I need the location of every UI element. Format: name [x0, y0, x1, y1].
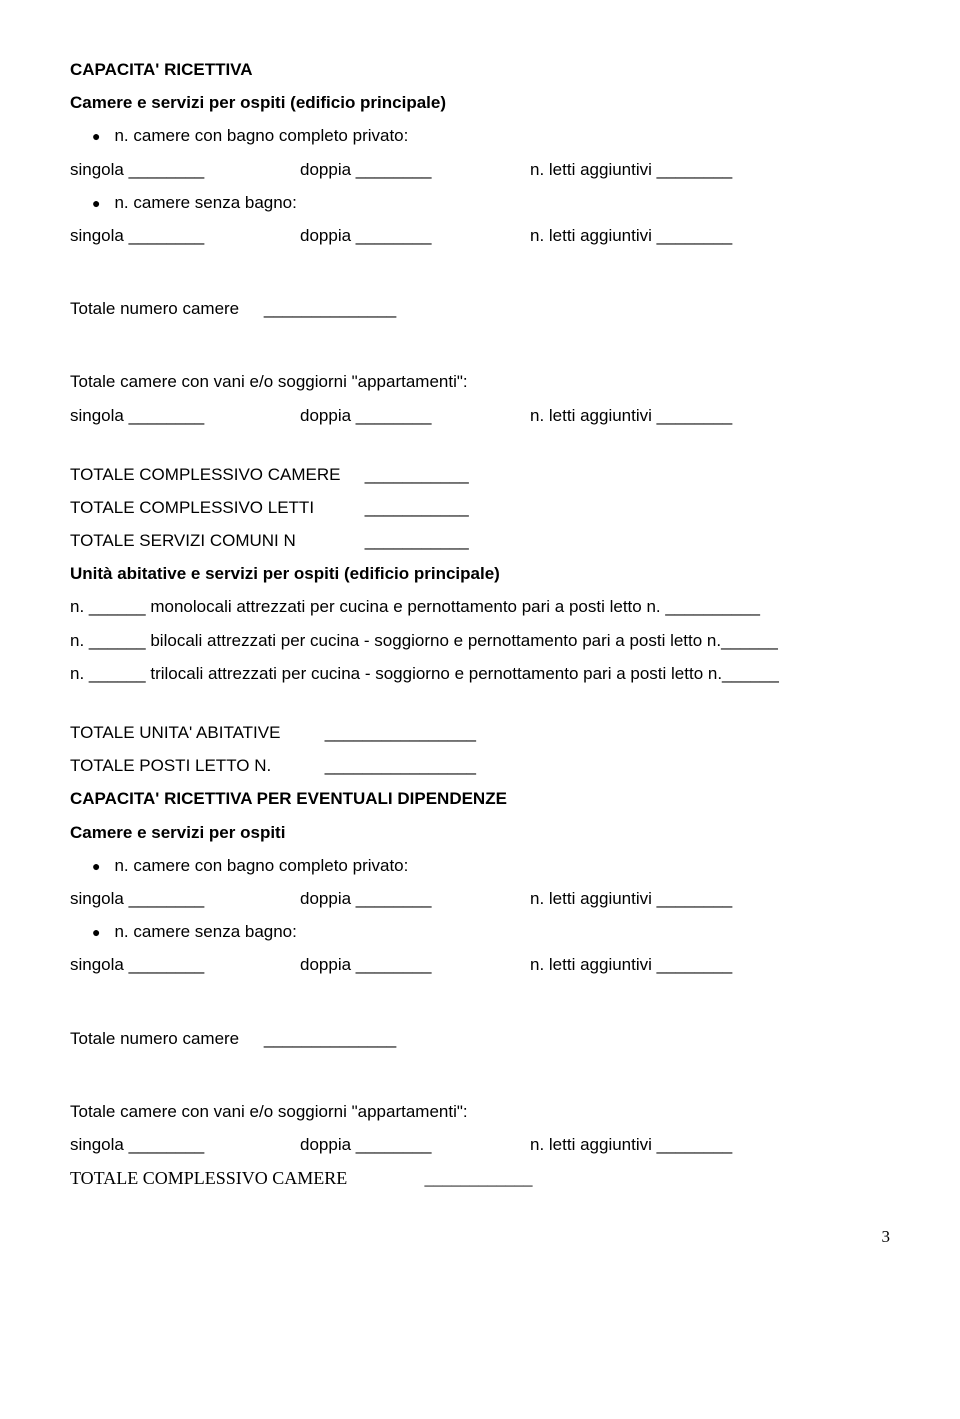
row-tot-compl-letti: TOTALE COMPLESSIVO LETTI ___________ [70, 494, 890, 521]
bullet-dot: ● [92, 852, 100, 877]
row-bilocali: n. ______ bilocali attrezzati per cucina… [70, 627, 890, 654]
row-trilocali: n. ______ trilocali attrezzati per cucin… [70, 660, 890, 687]
blank-tot-compl-letti: ___________ [365, 498, 469, 517]
label-singola: singola ________ [70, 402, 300, 429]
blank-tot-unita: ________________ [325, 723, 476, 742]
label-doppia: doppia ________ [300, 222, 530, 249]
label-doppia: doppia ________ [300, 951, 530, 978]
bullet-label: n. camere con bagno completo privato: [114, 852, 408, 879]
label-doppia: doppia ________ [300, 402, 530, 429]
bullet-label: n. camere senza bagno: [114, 189, 296, 216]
label-tot-compl-camere: TOTALE COMPLESSIVO CAMERE [70, 461, 360, 488]
row-totale-numero-camere: Totale numero camere ______________ [70, 295, 890, 322]
blank-tot-compl-camere-serif: ____________ [425, 1168, 533, 1188]
row-singola-doppia-2: singola ________ doppia ________ n. lett… [70, 222, 890, 249]
label-aggiuntivi: n. letti aggiuntivi ________ [530, 222, 890, 249]
page-number: 3 [70, 1223, 890, 1250]
label-totale-numero-camere: Totale numero camere [70, 299, 239, 318]
row-tot-servizi-comuni: TOTALE SERVIZI COMUNI N ___________ [70, 527, 890, 554]
bullet-label: n. camere con bagno completo privato: [114, 122, 408, 149]
bullet-camere-bagno-privato-dip: ● n. camere con bagno completo privato: [92, 852, 890, 879]
label-singola: singola ________ [70, 222, 300, 249]
label-doppia: doppia ________ [300, 885, 530, 912]
label-aggiuntivi: n. letti aggiuntivi ________ [530, 1131, 890, 1158]
label-totale-numero-camere-2: Totale numero camere [70, 1029, 239, 1048]
row-singola-doppia-4: singola ________ doppia ________ n. lett… [70, 885, 890, 912]
row-totale-numero-camere-2: Totale numero camere ______________ [70, 1025, 890, 1052]
heading-unita-abitative: Unità abitative e servizi per ospiti (ed… [70, 560, 890, 587]
blank-tot-servizi-comuni: ___________ [365, 531, 469, 550]
label-aggiuntivi: n. letti aggiuntivi ________ [530, 885, 890, 912]
bullet-camere-bagno-privato: ● n. camere con bagno completo privato: [92, 122, 890, 149]
row-tot-compl-camere: TOTALE COMPLESSIVO CAMERE ___________ [70, 461, 890, 488]
bullet-dot: ● [92, 918, 100, 943]
blank-totale-numero-camere: ______________ [264, 295, 396, 322]
heading-camere-servizi: Camere e servizi per ospiti (edificio pr… [70, 89, 890, 116]
label-singola: singola ________ [70, 156, 300, 183]
label-doppia: doppia ________ [300, 156, 530, 183]
label-tot-servizi-comuni: TOTALE SERVIZI COMUNI N [70, 527, 360, 554]
bullet-camere-senza-bagno: ● n. camere senza bagno: [92, 189, 890, 216]
blank-tot-compl-camere: ___________ [365, 465, 469, 484]
row-singola-doppia-6: singola ________ doppia ________ n. lett… [70, 1131, 890, 1158]
row-tot-posti-letto: TOTALE POSTI LETTO N. ________________ [70, 752, 890, 779]
label-aggiuntivi: n. letti aggiuntivi ________ [530, 402, 890, 429]
row-tot-compl-camere-serif: TOTALE COMPLESSIVO CAMERE ____________ [70, 1164, 890, 1193]
heading-capacita-dipendenze: CAPACITA' RICETTIVA PER EVENTUALI DIPEND… [70, 785, 890, 812]
bullet-dot: ● [92, 122, 100, 147]
bullet-label: n. camere senza bagno: [114, 918, 296, 945]
label-aggiuntivi: n. letti aggiuntivi ________ [530, 951, 890, 978]
label-aggiuntivi: n. letti aggiuntivi ________ [530, 156, 890, 183]
label-singola: singola ________ [70, 1131, 300, 1158]
row-totale-camere-vani: Totale camere con vani e/o soggiorni "ap… [70, 368, 890, 395]
label-tot-posti-letto: TOTALE POSTI LETTO N. [70, 752, 320, 779]
label-tot-compl-letti: TOTALE COMPLESSIVO LETTI [70, 494, 360, 521]
blank-tot-posti-letto: ________________ [325, 756, 476, 775]
label-doppia: doppia ________ [300, 1131, 530, 1158]
row-monolocali: n. ______ monolocali attrezzati per cuci… [70, 593, 890, 620]
bullet-camere-senza-bagno-dip: ● n. camere senza bagno: [92, 918, 890, 945]
row-singola-doppia-1: singola ________ doppia ________ n. lett… [70, 156, 890, 183]
label-singola: singola ________ [70, 951, 300, 978]
bullet-dot: ● [92, 189, 100, 214]
heading-capacita: CAPACITA' RICETTIVA [70, 56, 890, 83]
row-totale-camere-vani-2: Totale camere con vani e/o soggiorni "ap… [70, 1098, 890, 1125]
row-tot-unita-abitative: TOTALE UNITA' ABITATIVE ________________ [70, 719, 890, 746]
label-singola: singola ________ [70, 885, 300, 912]
label-tot-compl-camere-serif: TOTALE COMPLESSIVO CAMERE [70, 1164, 420, 1193]
row-singola-doppia-3: singola ________ doppia ________ n. lett… [70, 402, 890, 429]
label-tot-unita: TOTALE UNITA' ABITATIVE [70, 719, 320, 746]
row-singola-doppia-5: singola ________ doppia ________ n. lett… [70, 951, 890, 978]
heading-camere-servizi-dip: Camere e servizi per ospiti [70, 819, 890, 846]
blank-totale-numero-camere-2: ______________ [264, 1025, 396, 1052]
